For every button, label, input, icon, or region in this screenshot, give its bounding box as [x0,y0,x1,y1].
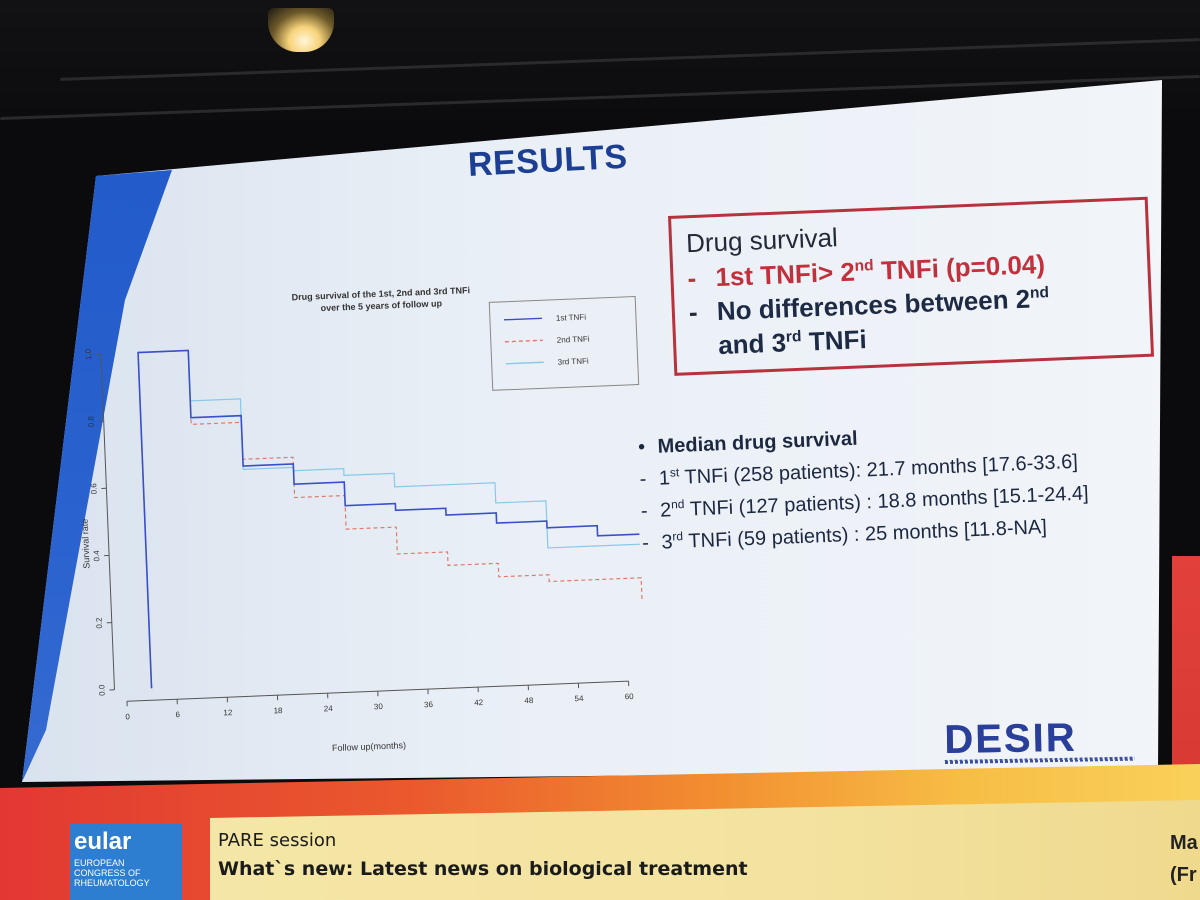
chart-axes: 0 6 12 18 24 30 36 42 48 54 60 0.0 0.2 0.4 0.6 0.8 1.0 [84,348,635,721]
eular-logo: eular European Congress of Rheumatology [70,824,182,900]
point-1-text-a: 1st TNFi> 2 [714,256,856,293]
legend-label: 3rd TNFi [558,356,590,366]
speaker-country-partial: (Fr [1170,864,1197,886]
y-tick-label: 1.0 [84,348,93,360]
y-tick-label: 0.8 [86,415,95,427]
auditorium-ceiling [0,0,1200,120]
dash-bullet: - [688,296,699,328]
bullet-dot: • [637,436,646,459]
speaker-name-partial: Ma [1170,832,1198,854]
x-tick-label: 60 [625,692,635,701]
x-tick-label: 24 [324,704,334,713]
y-axis-line [100,353,115,690]
x-tick-label: 6 [175,710,180,719]
point-2-sup: nd [1029,284,1050,302]
y-axis-label: Survival rate [80,519,92,569]
desir-logo: DESIR [944,715,1135,768]
x-axis-label: Follow up(months) [332,740,406,753]
legend-label: 1st TNFi [556,313,587,323]
x-tick-label: 36 [424,700,434,709]
chart-subtitle: over the 5 years of follow up [320,298,442,313]
y-tick-label: 0.2 [95,617,104,629]
stage-spotlight [268,8,334,52]
median-row-sup: nd [670,497,685,512]
chart-series [137,349,643,689]
legend-swatch [503,317,542,321]
session-name: PARE session [218,830,337,851]
median-survival-list: • Median drug survival - 1st TNFi (258 p… [625,410,1170,560]
dash-bullet: - [640,500,648,523]
talk-title: What`s new: Latest news on biological tr… [218,858,748,880]
point-2-text-b: and 3 [717,327,787,361]
legend-swatch [504,339,543,343]
series-line-2 [137,349,643,689]
banner-text-panel [210,800,1200,900]
legend-box [488,296,640,391]
series-line-3 [137,349,640,689]
y-tick-label: 0.0 [97,684,106,696]
eular-logo-name: eular [74,828,132,855]
survival-chart: Drug survival of the 1st, 2nd and 3rd TN… [50,256,670,780]
dash-bullet: - [639,468,647,491]
slide-title: RESULTS [467,137,629,184]
side-screen-edge [1172,556,1200,770]
survival-chart-svg: Drug survival of the 1st, 2nd and 3rd TN… [80,285,643,753]
x-tick-label: 30 [374,702,384,711]
y-tick-label: 0.4 [92,550,101,562]
eular-logo-subtitle: European Congress of Rheumatology [74,858,150,888]
x-tick-label: 18 [273,706,283,715]
point-1-text-b: TNFi (p=0.04) [873,248,1046,286]
dash-bullet: - [686,262,697,294]
ceiling-truss [60,38,1200,81]
legend-swatch [505,361,544,365]
point-2-text-c: TNFi [801,324,868,357]
drug-survival-box: Drug survival - 1st TNFi> 2nd TNFi (p=0.… [668,196,1155,376]
x-tick-label: 0 [125,712,130,721]
chart-legend: 1st TNFi 2nd TNFi 3rd TNFi [488,296,640,391]
dash-bullet: - [641,532,650,555]
median-row-sup: rd [672,529,684,544]
y-tick-label: 0.6 [89,483,98,495]
x-tick-label: 54 [574,694,584,703]
desir-logo-word: DESIR [944,715,1077,762]
x-tick-label: 48 [524,696,534,705]
legend-label: 2nd TNFi [557,334,590,344]
x-tick-label: 12 [223,708,233,717]
x-tick-label: 42 [474,698,484,707]
point-2-sup2: rd [785,328,802,346]
point-1-sup: nd [854,257,874,275]
series-line-1 [137,349,640,689]
